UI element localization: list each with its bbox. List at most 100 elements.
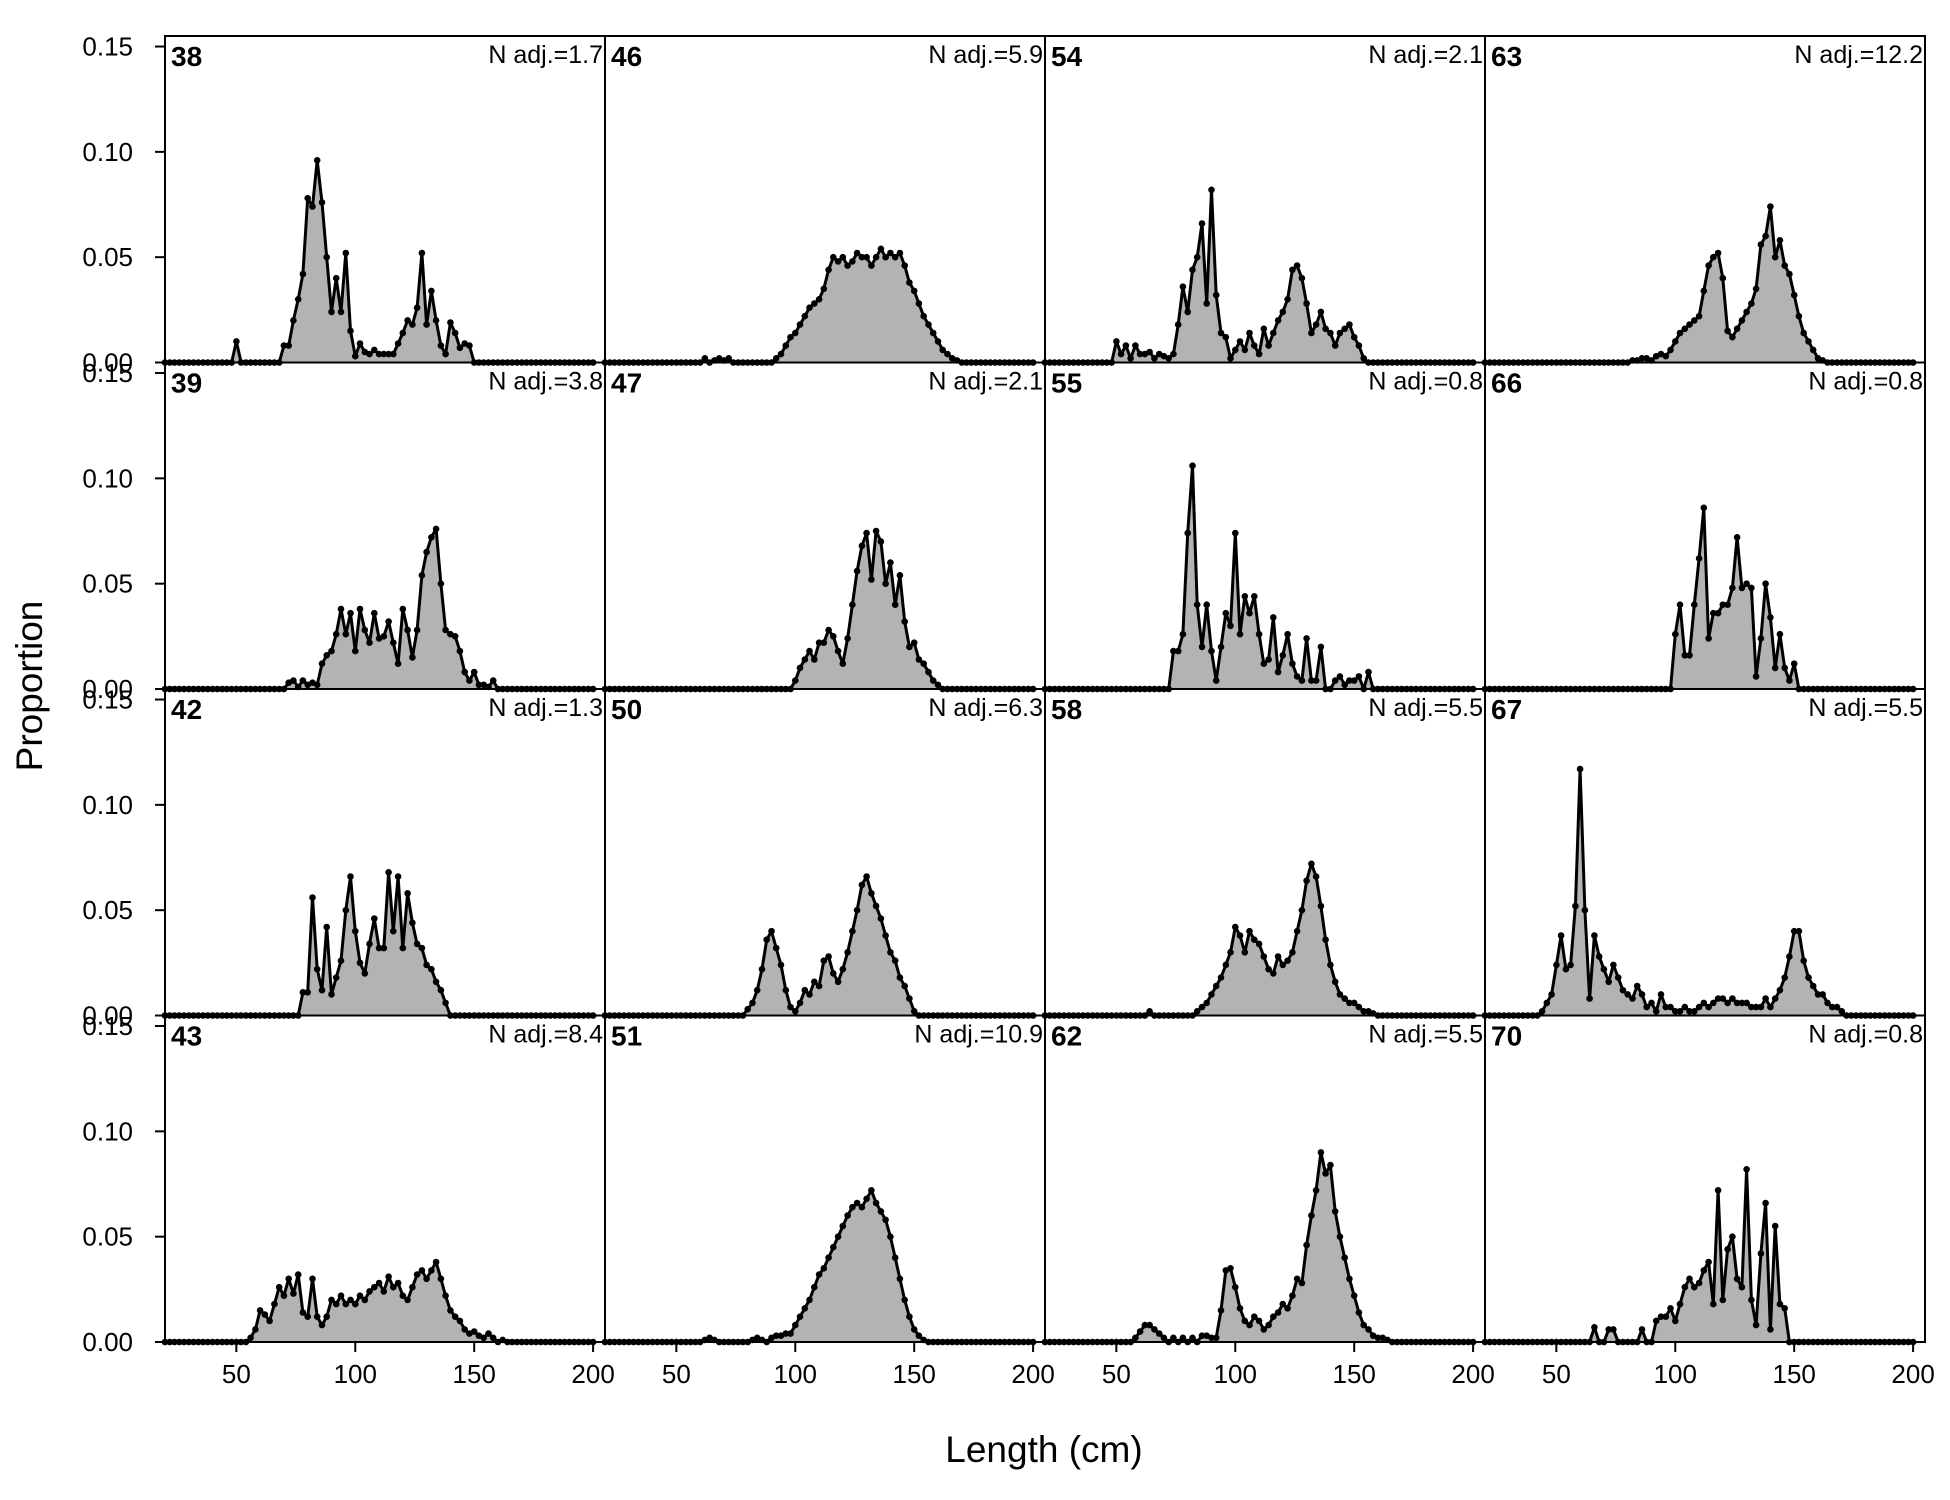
data-point: [1346, 999, 1353, 1007]
data-point: [352, 647, 359, 655]
panel-46: 46 N adj.=5.9: [601, 35, 1046, 366]
data-point: [1298, 906, 1306, 914]
data-point: [1184, 308, 1191, 316]
data-point: [1350, 333, 1358, 341]
data-point: [1279, 308, 1287, 316]
data-point: [342, 906, 350, 914]
data-point: [910, 1326, 918, 1333]
data-point: [906, 995, 913, 1002]
data-point: [806, 647, 813, 655]
data-point: [1667, 1003, 1674, 1011]
series-area: [1045, 189, 1474, 363]
data-point: [858, 1203, 866, 1211]
data-point: [456, 1317, 464, 1325]
data-point: [461, 1326, 469, 1333]
data-point: [1127, 355, 1134, 362]
data-point: [868, 576, 875, 583]
data-point: [1360, 1321, 1367, 1329]
data-point: [882, 580, 889, 587]
n-adj-label: N adj.=0.8: [1368, 368, 1483, 396]
data-point: [1700, 287, 1708, 295]
data-point: [1308, 860, 1315, 868]
data-point: [939, 346, 946, 354]
y-tick-label: 0.15: [82, 1011, 133, 1041]
data-point: [701, 355, 709, 362]
data-point: [1331, 978, 1339, 986]
data-point: [1771, 664, 1779, 672]
data-point: [1676, 1008, 1684, 1015]
data-point: [304, 1313, 312, 1320]
data-point: [1227, 949, 1234, 956]
data-point: [1762, 232, 1769, 240]
data-point: [758, 965, 766, 973]
data-point: [1236, 932, 1244, 939]
data-point: [1312, 1187, 1320, 1194]
data-point: [830, 633, 837, 640]
data-point: [877, 245, 885, 253]
data-point: [820, 639, 828, 646]
data-point: [1714, 995, 1722, 1002]
data-point: [1331, 342, 1339, 349]
data-point: [1255, 630, 1263, 638]
data-point: [1303, 877, 1310, 884]
series-area: [605, 531, 1034, 689]
data-point: [915, 656, 923, 663]
data-point: [1548, 991, 1555, 998]
data-point: [1289, 660, 1296, 667]
data-point: [1327, 329, 1334, 337]
data-point: [1151, 1326, 1158, 1333]
data-point: [432, 525, 440, 533]
x-tick-label: 50: [662, 1359, 691, 1389]
data-point: [456, 647, 464, 655]
data-point: [332, 1300, 340, 1308]
data-point: [801, 312, 809, 320]
n-adj-label: N adj.=12.2: [1794, 41, 1923, 69]
data-point: [380, 1288, 388, 1295]
panel-label: 63: [1491, 41, 1522, 72]
data-point: [820, 285, 828, 293]
data-point: [1203, 601, 1210, 608]
data-point: [1208, 186, 1215, 194]
data-point: [394, 340, 402, 347]
data-point: [1146, 348, 1153, 356]
panel-frame: [1484, 688, 1926, 1017]
y-tick-label: 0.05: [82, 895, 133, 925]
data-point: [318, 986, 326, 994]
data-point: [1217, 974, 1225, 981]
data-point: [811, 978, 818, 986]
panel-43: 43 N adj.=8.4: [161, 1014, 606, 1346]
data-point: [1212, 677, 1220, 684]
data-point: [1289, 1292, 1296, 1299]
data-point: [356, 340, 364, 347]
data-point: [1681, 652, 1689, 659]
data-point: [896, 249, 904, 257]
data-point: [1710, 999, 1717, 1007]
data-point: [1308, 329, 1315, 337]
data-point: [356, 1292, 364, 1299]
series-area: [165, 872, 594, 1016]
n-adj-label: N adj.=5.5: [1368, 694, 1483, 722]
x-tick-label: 150: [1332, 1359, 1375, 1389]
x-tick-label: 150: [452, 1359, 495, 1389]
data-point: [1146, 1008, 1153, 1015]
data-point: [1365, 1326, 1372, 1333]
n-adj-label: N adj.=6.3: [928, 694, 1043, 722]
panel-39: 39 N adj.=3.8: [161, 361, 606, 693]
data-point: [1284, 1305, 1291, 1312]
data-point: [1743, 999, 1750, 1007]
data-point: [1350, 999, 1358, 1007]
data-point: [347, 1296, 354, 1304]
data-point: [1729, 333, 1736, 341]
data-point: [313, 1313, 321, 1320]
data-point: [901, 618, 908, 625]
data-point: [1203, 300, 1210, 307]
data-point: [1141, 1321, 1149, 1329]
data-point: [1738, 317, 1746, 324]
data-point: [896, 572, 904, 579]
data-point: [815, 1271, 823, 1278]
data-point: [318, 1321, 326, 1329]
data-point: [1719, 601, 1727, 608]
data-point: [1160, 1334, 1168, 1342]
data-point: [466, 677, 473, 684]
data-point: [1236, 630, 1244, 638]
